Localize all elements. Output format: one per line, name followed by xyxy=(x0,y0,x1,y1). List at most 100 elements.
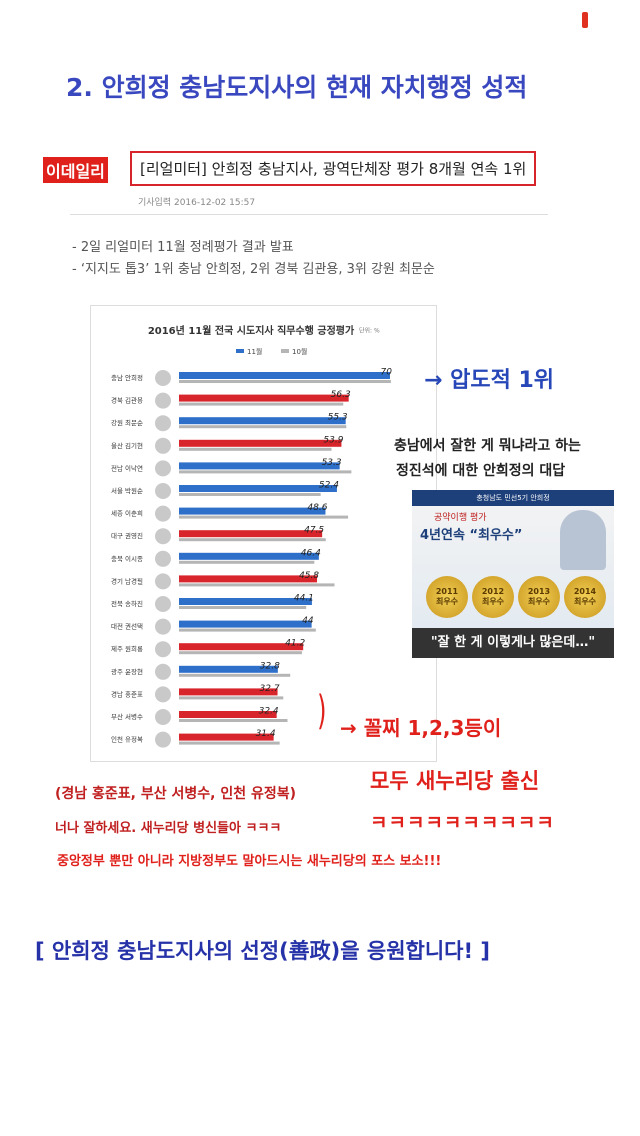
bar xyxy=(179,394,349,402)
bar xyxy=(179,507,326,515)
annotation: → 꼴찌 1,2,3등이 xyxy=(340,716,502,740)
bar xyxy=(179,575,318,583)
medal: 2014 최우수 xyxy=(564,576,606,618)
medal-year: 2014 xyxy=(573,587,597,596)
legend-swatch xyxy=(281,349,289,353)
value-label: 44.1 xyxy=(294,594,314,604)
bar xyxy=(179,538,326,542)
category-label: 경기 남경필 xyxy=(111,576,143,585)
category-label: 충남 안희정 xyxy=(111,373,143,382)
annotation: ㅋㅋㅋㅋㅋㅋㅋㅋㅋㅋ xyxy=(370,812,555,834)
annotation: (경남 홍준표, 부산 서병수, 인천 유정복) xyxy=(55,786,297,802)
value-label: 32.7 xyxy=(260,684,280,694)
annotation: 너나 잘하세요. 새누리당 병신들아 ㅋㅋㅋ xyxy=(55,821,282,836)
bar xyxy=(179,741,280,745)
medal-year: 2012 xyxy=(481,587,505,596)
category-label: 울산 김기현 xyxy=(111,441,143,450)
value-label: 52.4 xyxy=(319,481,339,491)
value-label: 70 xyxy=(381,368,393,378)
annotation: 정진석에 대한 안희정의 대답 xyxy=(396,463,566,479)
avatar xyxy=(155,370,171,386)
bar xyxy=(179,696,284,700)
medal-text: 최우수 xyxy=(573,597,597,606)
avatar xyxy=(155,437,171,454)
avatar xyxy=(155,731,171,748)
value-label: 44 xyxy=(302,616,314,626)
bar xyxy=(179,515,349,519)
bar xyxy=(179,485,337,492)
bar xyxy=(179,711,277,718)
value-label: 48.6 xyxy=(307,503,327,513)
value-label: 55.3 xyxy=(328,413,348,423)
portrait xyxy=(560,510,606,570)
avatar xyxy=(155,663,171,680)
medal: 2011 최우수 xyxy=(426,576,468,618)
legend-swatch xyxy=(236,349,244,353)
value-label: 56.3 xyxy=(331,390,351,400)
news-headline: [리얼미터] 안희정 충남지사, 광역단체장 평가 8개월 연속 1위 xyxy=(130,151,537,186)
category-label: 세종 이춘희 xyxy=(111,509,143,518)
poster-caption: "잘 한 게 이렇게나 많은데…" xyxy=(412,628,614,658)
bar xyxy=(179,673,291,677)
bar xyxy=(179,651,302,655)
value-label: 53.3 xyxy=(322,458,342,468)
category-label: 대전 권선택 xyxy=(111,622,143,631)
medal-year: 2011 xyxy=(435,587,459,596)
bar xyxy=(179,688,278,696)
news-logo: 이데일리 xyxy=(43,157,108,183)
category-label: 경남 홍준표 xyxy=(111,689,143,698)
poster: 충청남도 민선5기 안희정 공약이행 평가 4년연속 “최우수” 2011 최우수… xyxy=(412,490,614,658)
bar xyxy=(179,560,315,564)
bar xyxy=(179,665,278,673)
medal-text: 최우수 xyxy=(481,597,505,606)
bar xyxy=(179,733,274,741)
category-label: 인천 유정복 xyxy=(111,735,143,744)
category-label: 강원 최문순 xyxy=(111,418,143,427)
title: 2. 안희정 충남도지사의 현재 자치행정 성적 xyxy=(66,73,528,102)
bar xyxy=(179,417,346,425)
bar xyxy=(179,628,316,632)
category-label: 대구 권영진 xyxy=(111,531,143,540)
divider xyxy=(70,214,548,215)
avatar xyxy=(155,641,171,658)
annotation: → 압도적 1위 xyxy=(424,368,555,393)
avatar xyxy=(155,596,171,612)
bar xyxy=(179,606,307,609)
value-label: 45.8 xyxy=(299,571,319,581)
bar xyxy=(179,552,319,560)
value-label: 46.4 xyxy=(301,548,321,558)
bar xyxy=(179,425,347,429)
value-label: 53.9 xyxy=(323,435,343,445)
annotation: 중앙정부 뿐만 아니라 지방정부도 말아드시는 새누리당의 포스 보소!!! xyxy=(57,854,442,869)
avatar xyxy=(155,573,171,590)
bar xyxy=(179,620,312,628)
category-label: 충북 이시종 xyxy=(111,554,143,563)
bar xyxy=(179,439,342,447)
poster-main: 4년연속 “최우수” xyxy=(420,528,523,543)
news-date: 기사입력 2016-12-02 15:57 xyxy=(138,198,256,208)
category-label: 광주 윤장현 xyxy=(111,667,143,676)
avatar xyxy=(155,550,171,567)
category-label: 경북 김관용 xyxy=(111,396,143,405)
category-label: 부산 서병수 xyxy=(111,712,143,721)
medal-text: 최우수 xyxy=(435,597,459,606)
bar xyxy=(179,380,391,383)
value-label: 31.4 xyxy=(256,729,276,739)
value-label: 41.2 xyxy=(285,639,305,649)
bar xyxy=(179,583,335,587)
status-mark xyxy=(582,12,588,28)
chart-title: 2016년 11월 전국 시도지사 직무수행 긍정평가 xyxy=(148,324,355,337)
avatar xyxy=(155,483,171,499)
bar xyxy=(179,402,344,406)
medal-text: 최우수 xyxy=(527,597,551,606)
avatar xyxy=(155,618,171,635)
category-label: 전남 이낙연 xyxy=(111,463,143,472)
category-label: 제주 원희룡 xyxy=(111,644,143,653)
bar xyxy=(179,530,323,538)
bar xyxy=(179,598,312,605)
news-bullet: - ‘지지도 톱3’ 1위 충남 안희정, 2위 경북 김관용, 3위 강원 최… xyxy=(72,262,435,277)
avatar xyxy=(155,505,171,522)
avatar xyxy=(155,415,171,432)
avatar xyxy=(155,460,171,477)
